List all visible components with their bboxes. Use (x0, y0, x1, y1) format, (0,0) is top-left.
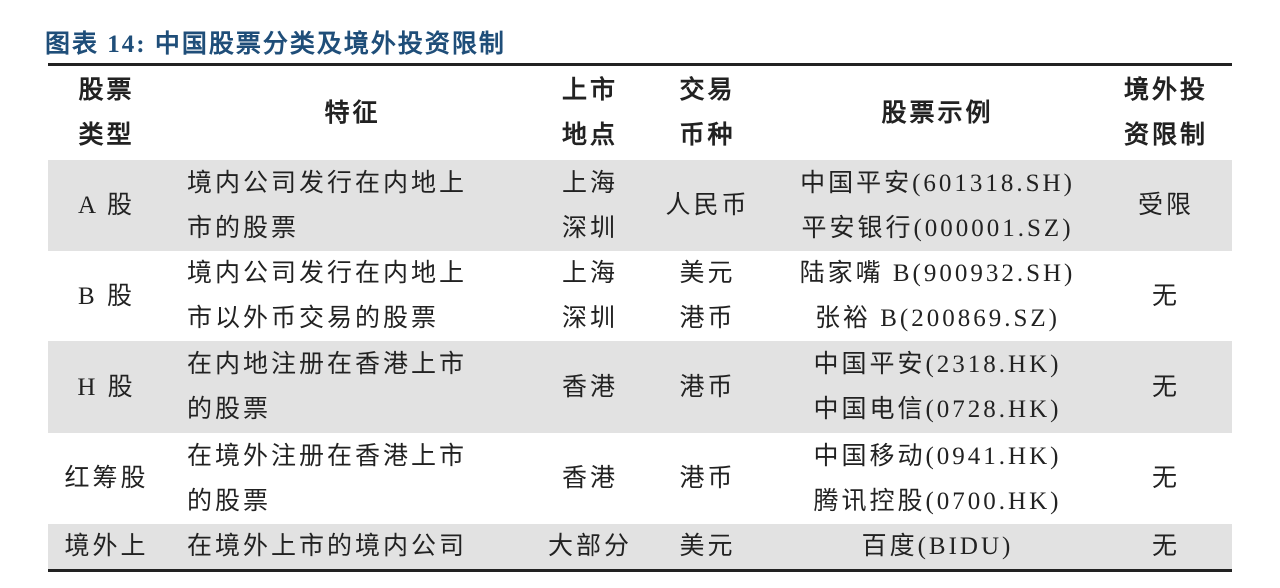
table-cell: 红筹股 (48, 433, 165, 524)
cell-text: 市以外币交易的股票 (187, 305, 440, 332)
table-row: 境外上 在境外上市的境内公司 大部分 美元 百度(BIDU) 无 (48, 524, 1232, 569)
cell-text: 美元 (679, 533, 736, 560)
table-cell: 香港 (540, 433, 640, 524)
table-cell: 上市 地点 (540, 66, 640, 160)
cell-text: 股票 (78, 77, 135, 104)
table-cell: 美元 港币 (640, 251, 775, 341)
cell-text: 红筹股 (64, 465, 149, 492)
table-cell: B 股 (48, 251, 165, 341)
cell-text: 境外上 (64, 533, 149, 560)
cell-text: 在境外注册在香港上市 (187, 442, 468, 470)
cell-text: 中国电信(0728.HK) (813, 396, 1062, 423)
cell-text: 的股票 (187, 396, 272, 423)
cell-text: 币种 (679, 122, 736, 149)
cell-text: 特征 (324, 99, 381, 127)
cell-text: B 股 (78, 282, 135, 310)
table: 股票 类型 特征 上市 地点 交易 币种 股票示例 境外投 资限制 A 股境内公司发行在内地上 市的股… (48, 63, 1232, 572)
cell-text: 深圳 (561, 305, 618, 332)
cell-text: 股票示例 (881, 99, 994, 127)
cell-text: 港币 (679, 465, 736, 492)
cell-text: 港币 (679, 373, 736, 401)
cell-text: 无 (1151, 465, 1180, 492)
cell-text: 上市 (561, 77, 618, 104)
table-cell: 交易 币种 (640, 66, 775, 160)
table-row: 股票 类型 特征 上市 地点 交易 币种 股票示例 境外投 资限制 (48, 66, 1232, 160)
cell-text: 境外投 (1123, 77, 1208, 104)
cell-text: 中国移动(0941.HK) (813, 442, 1062, 470)
table-cell: 无 (1100, 341, 1232, 433)
cell-text: 陆家嘴 B(900932.SH) (799, 260, 1076, 287)
cell-text: 境内公司发行在内地上 (187, 169, 468, 197)
table-row: H 股在内地注册在香港上市 的股票 香港 港币 中国平安(2318.HK) 中国电信(07… (48, 341, 1232, 433)
cell-text: 上海 (561, 260, 618, 287)
cell-text: 香港 (561, 465, 618, 492)
table-row: A 股境内公司发行在内地上 市的股票 上海 深圳 人民币 中国平安(601318.SH) 平… (48, 160, 1232, 251)
table-cell: 香港 (540, 341, 640, 433)
table-cell: 在境外注册在香港上市 的股票 (165, 433, 540, 524)
cell-text: 张裕 B(200869.SZ) (814, 305, 1060, 332)
table-cell: 港币 (640, 433, 775, 524)
table-cell: 股票示例 (775, 66, 1100, 160)
cell-text: 平安银行(000001.SZ) (801, 214, 1074, 242)
cell-text: 人民币 (665, 192, 750, 219)
table-cell: 境外投 资限制 (1100, 66, 1232, 160)
table-cell: A 股 (48, 160, 165, 251)
table-cell: H 股 (48, 341, 165, 433)
cell-text: 交易 (679, 77, 736, 104)
cell-text: 在境外上市的境内公司 (187, 533, 468, 560)
cell-text: 的股票 (187, 487, 272, 515)
table-cell: 中国移动(0941.HK) 腾讯控股(0700.HK) (775, 433, 1100, 524)
table-cell: 境内公司发行在内地上 市以外币交易的股票 (165, 251, 540, 341)
table-cell: 百度(BIDU) (775, 524, 1100, 569)
cell-text: 中国平安(2318.HK) (813, 351, 1062, 378)
cell-text: 香港 (561, 373, 618, 401)
table-cell: 无 (1100, 251, 1232, 341)
table-row: B 股境内公司发行在内地上 市以外币交易的股票 上海 深圳 美元 港币 陆家嘴 B(9009… (48, 251, 1232, 341)
cell-text: 港币 (679, 305, 736, 332)
table-cell: 境内公司发行在内地上 市的股票 (165, 160, 540, 251)
table-row: 红筹股 在境外注册在香港上市 的股票 香港 港币 中国移动(0941.HK) 腾讯控股(07… (48, 433, 1232, 524)
cell-text: 中国平安(601318.SH) (800, 169, 1075, 197)
cell-text: 百度(BIDU) (861, 533, 1014, 560)
cell-text: 美元 (679, 260, 736, 287)
cell-text: 无 (1151, 533, 1180, 560)
table-cell: 中国平安(2318.HK) 中国电信(0728.HK) (775, 341, 1100, 433)
table-cell: 特征 (165, 66, 540, 160)
table-cell: 在境外上市的境内公司 (165, 524, 540, 569)
table-cell: 在内地注册在香港上市 的股票 (165, 341, 540, 433)
table-cell: 港币 (640, 341, 775, 433)
cell-text: 无 (1151, 373, 1180, 401)
cell-text: 大部分 (547, 533, 632, 560)
table-cell: 境外上 (48, 524, 165, 569)
cell-text: 上海 (561, 169, 618, 197)
cell-text: 无 (1151, 282, 1180, 310)
cell-text: H 股 (77, 373, 136, 401)
table-cell: 上海 深圳 (540, 160, 640, 251)
table-cell: 中国平安(601318.SH) 平安银行(000001.SZ) (775, 160, 1100, 251)
cell-text: 地点 (561, 122, 618, 149)
cell-text: A 股 (78, 192, 135, 219)
table-cell: 受限 (1100, 160, 1232, 251)
cell-text: 深圳 (561, 214, 618, 242)
cell-text: 腾讯控股(0700.HK) (813, 487, 1062, 515)
table-cell: 美元 (640, 524, 775, 569)
table-cell: 股票 类型 (48, 66, 165, 160)
table-cell: 人民币 (640, 160, 775, 251)
title: 图表 14: 中国股票分类及境外投资限制 (45, 31, 506, 58)
cell-text: 资限制 (1123, 122, 1208, 149)
cell-text: 市的股票 (187, 214, 300, 242)
table-cell: 陆家嘴 B(900932.SH) 张裕 B(200869.SZ) (775, 251, 1100, 341)
table-cell: 大部分 (540, 524, 640, 569)
cell-text: 受限 (1137, 192, 1194, 219)
table-cell: 无 (1100, 433, 1232, 524)
cell-text: 类型 (78, 122, 135, 149)
cell-text: 在内地注册在香港上市 (187, 351, 468, 378)
table-cell: 无 (1100, 524, 1232, 569)
cell-text: 境内公司发行在内地上 (187, 260, 468, 287)
table-cell: 上海 深圳 (540, 251, 640, 341)
